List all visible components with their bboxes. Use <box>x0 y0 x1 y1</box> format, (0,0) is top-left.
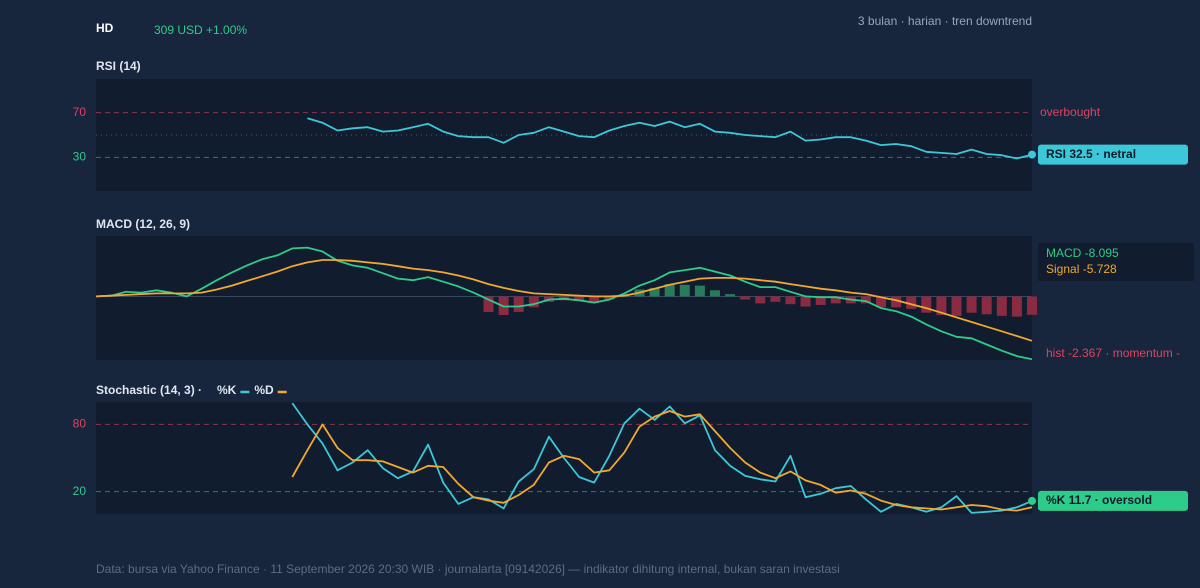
legend-label: %K <box>217 383 237 397</box>
series-line <box>95 246 1033 361</box>
footer: Data: bursa via Yahoo Finance · 11 Septe… <box>96 562 840 576</box>
histogram-bar <box>589 296 600 303</box>
badge <box>1038 490 1188 511</box>
histogram-bar <box>649 287 660 297</box>
histogram-bar <box>664 284 675 297</box>
histogram-bar <box>574 296 585 302</box>
ticker: HD <box>96 21 114 35</box>
hist-label: hist -2.367 · momentum - <box>1046 346 1180 360</box>
legend-label: %D <box>254 383 274 397</box>
histogram-bar <box>709 290 720 297</box>
histogram-bar <box>725 294 736 297</box>
histogram-bar <box>528 296 539 308</box>
histogram-bar <box>604 296 615 300</box>
panel-title: Stochastic (14, 3) · <box>96 383 202 397</box>
histogram-bar <box>996 296 1007 316</box>
last-point <box>1028 150 1036 159</box>
last-point <box>1028 496 1036 505</box>
price: 309 USD +1.00% <box>154 23 247 37</box>
histogram-bar <box>876 296 887 308</box>
histogram-bar <box>513 296 524 312</box>
histogram-bar <box>1027 296 1037 315</box>
histogram-bar <box>694 285 705 297</box>
series-line <box>307 117 1033 160</box>
histogram-bar <box>740 296 751 300</box>
histogram-bar <box>679 284 690 297</box>
y-tick-label: 20 <box>73 484 87 498</box>
histogram-bar <box>800 296 811 307</box>
histogram-bar <box>755 296 766 304</box>
badge-text: %K 11.7 · oversold <box>1046 493 1152 507</box>
histogram-bar <box>966 296 977 313</box>
histogram-bar <box>785 296 796 305</box>
histogram-bar <box>483 296 494 312</box>
badge-text: RSI 32.5 · netral <box>1046 147 1136 161</box>
y-tick-label: 70 <box>73 105 87 119</box>
y-tick-label: 30 <box>73 150 87 164</box>
histogram-bar <box>921 296 932 313</box>
y-tick-label: 80 <box>73 417 87 431</box>
histogram-bar <box>906 296 917 309</box>
histogram-bar <box>936 296 947 316</box>
panel-title: RSI (14) <box>96 59 141 73</box>
histogram-bar <box>951 296 962 316</box>
readout: Signal -5.728 <box>1046 262 1117 276</box>
series-line <box>95 259 1033 342</box>
histogram-bar <box>1011 296 1022 317</box>
histogram-bar <box>770 296 781 302</box>
panel-title: MACD (12, 26, 9) <box>96 217 190 231</box>
badge <box>1038 144 1188 165</box>
readout: MACD -8.095 <box>1046 246 1119 260</box>
annotation: overbought <box>1040 105 1101 119</box>
meta: 3 bulan · harian · tren downtrend <box>858 14 1032 28</box>
histogram-bar <box>830 296 841 304</box>
histogram-bar <box>815 296 826 305</box>
histogram-bar <box>981 296 992 315</box>
series-line <box>291 410 1033 512</box>
readout-box <box>1038 243 1194 281</box>
histogram-bar <box>891 296 902 308</box>
histogram-bar <box>860 296 871 304</box>
